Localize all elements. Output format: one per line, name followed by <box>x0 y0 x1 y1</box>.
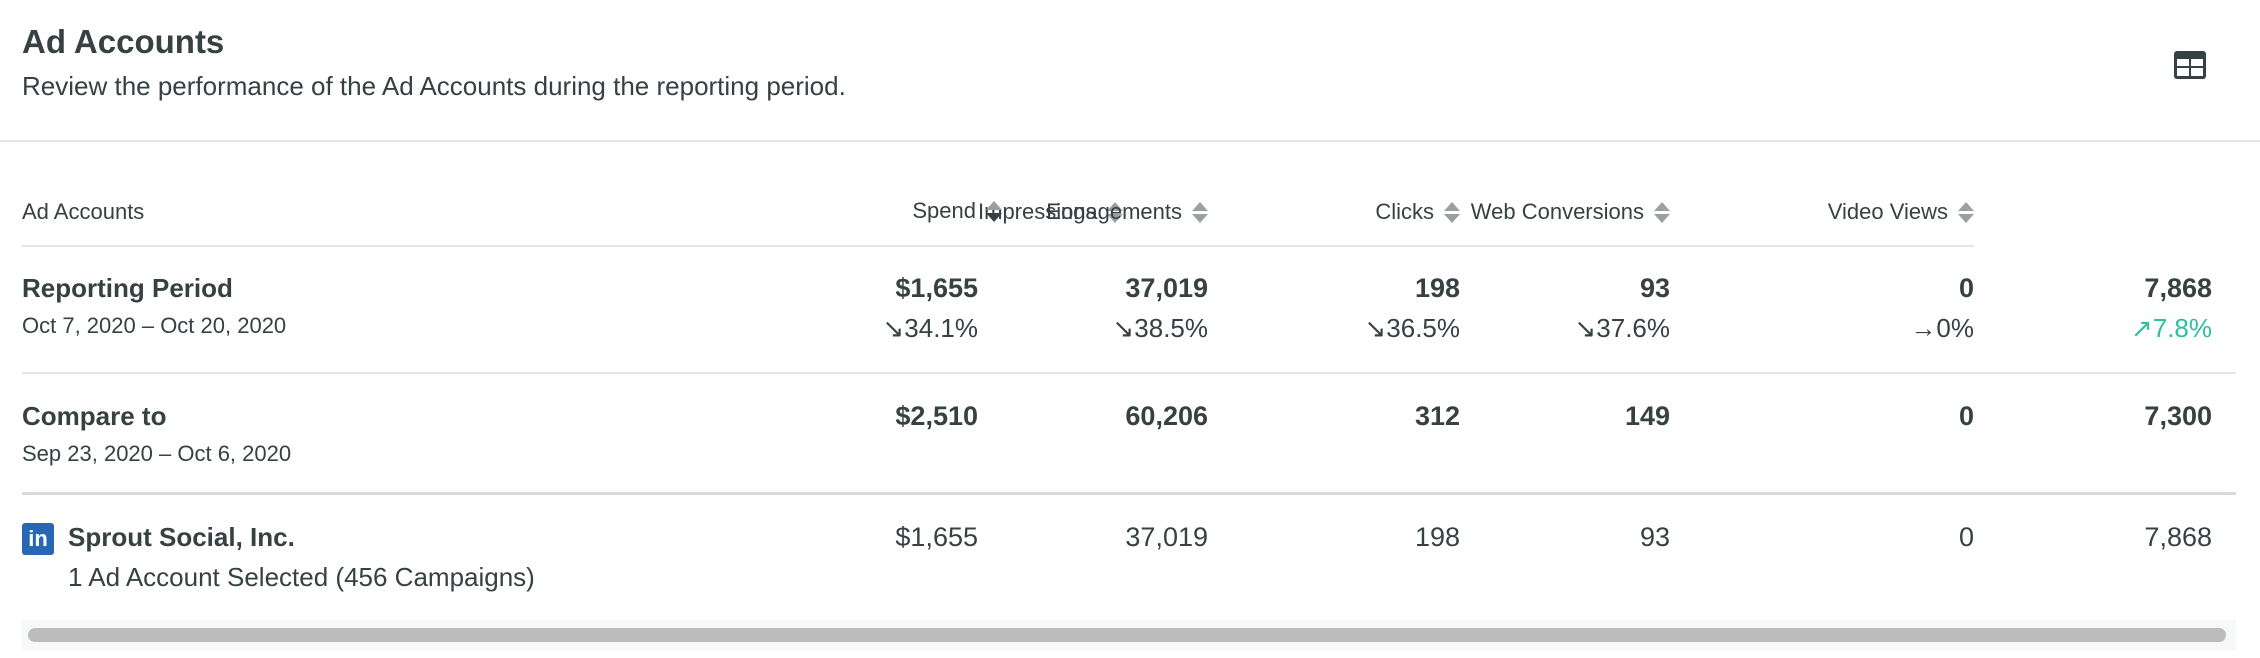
clicks-value: 93 <box>1639 521 1670 552</box>
video-views-value: 7,868 <box>2144 521 2212 552</box>
column-header-label: Clicks <box>1375 199 1434 224</box>
sort-icon[interactable] <box>1192 201 1208 223</box>
web-conversions-cell: 0 <box>1670 493 1974 622</box>
impressions-value: 37,019 <box>1125 521 1208 552</box>
column-header-label: Web Conversions <box>1470 199 1644 224</box>
impressions-cell: 60,206 <box>978 373 1208 495</box>
impressions-change: ↘38.5% <box>1112 313 1208 343</box>
spend-cell: $1,655 <box>895 521 978 553</box>
impressions-value: 37,019 <box>1125 273 1208 303</box>
spend-cell: $1,655 ↘34.1% <box>882 272 978 344</box>
column-header-web-conversions[interactable]: Web Conversions <box>1460 160 1670 247</box>
sort-icon[interactable] <box>986 200 1002 222</box>
linkedin-icon: in <box>22 522 54 555</box>
impressions-cell: 37,019 <box>978 493 1208 622</box>
video-views-cell: 7,868 <box>1974 493 2236 622</box>
card-title: Ad Accounts <box>22 23 225 60</box>
column-header-label: Spend <box>912 198 976 223</box>
card-header: Ad Accounts Review the performance of th… <box>22 22 846 102</box>
video-views-value: 7,300 <box>2144 401 2212 431</box>
clicks-cell: 149 <box>1460 373 1670 495</box>
column-header-label: Video Views <box>1827 199 1948 224</box>
column-header-label: Engagements <box>1046 199 1182 224</box>
sort-icon[interactable] <box>1444 201 1460 223</box>
spend-cell: $2,510 <box>895 400 978 432</box>
spend-value: $1,655 <box>895 273 978 303</box>
engagements-value: 198 <box>1414 521 1460 552</box>
impressions-value: 60,206 <box>1125 401 1208 431</box>
web-conversions-value: 0 <box>1958 521 1974 552</box>
ad-accounts-table: Ad Accounts Impressions Engagements <box>22 160 2236 247</box>
engagements-change: ↘36.5% <box>1364 313 1460 343</box>
clicks-value: 149 <box>1624 401 1670 431</box>
web-conversions-change: →0% <box>1910 313 1974 343</box>
sort-icon[interactable] <box>1958 201 1974 223</box>
video-views-cell: 7,868 ↗7.8% <box>1974 246 2236 374</box>
engagements-value: 198 <box>1414 273 1460 303</box>
sort-icon[interactable] <box>1654 201 1670 223</box>
account-detail: 1 Ad Account Selected (456 Campaigns) <box>68 561 535 592</box>
video-views-cell: 7,300 <box>1974 373 2236 495</box>
video-views-change: ↗7.8% <box>2130 313 2212 343</box>
compare-period-row: Compare to Sep 23, 2020 – Oct 6, 2020 $2… <box>22 373 2236 495</box>
column-header-spend[interactable]: Spend <box>912 198 1002 224</box>
video-views-value: 7,868 <box>2144 273 2212 303</box>
engagements-cell: 312 <box>1208 373 1460 495</box>
column-header-label: Ad Accounts <box>22 199 145 224</box>
column-header-clicks[interactable]: Clicks <box>1208 160 1460 247</box>
table-grid-icon[interactable] <box>2174 51 2206 79</box>
spend-value: $1,655 <box>895 521 978 552</box>
web-conversions-value: 0 <box>1958 273 1974 303</box>
clicks-cell: 93 ↘37.6% <box>1460 246 1670 374</box>
reporting-period-label: Reporting Period <box>22 273 233 303</box>
impressions-cell: 37,019 ↘38.5% <box>978 246 1208 374</box>
engagements-value: 312 <box>1414 401 1460 431</box>
engagements-cell: 198 <box>1208 493 1460 622</box>
spend-change: ↘34.1% <box>882 313 978 343</box>
account-name: Sprout Social, Inc. <box>68 521 295 552</box>
clicks-change: ↘37.6% <box>1574 313 1670 343</box>
clicks-value: 93 <box>1639 273 1670 303</box>
compare-period-dates: Sep 23, 2020 – Oct 6, 2020 <box>22 441 292 466</box>
horizontal-scrollbar-thumb[interactable] <box>28 628 2226 642</box>
card-subtitle: Review the performance of the Ad Account… <box>22 71 846 101</box>
engagements-cell: 198 ↘36.5% <box>1208 246 1460 374</box>
spend-value: $2,510 <box>895 401 978 431</box>
table-header-row: Ad Accounts Impressions Engagements <box>22 160 2236 247</box>
web-conversions-cell: 0 <box>1670 373 1974 495</box>
reporting-period-row: Reporting Period Oct 7, 2020 – Oct 20, 2… <box>22 246 2236 374</box>
compare-period-label: Compare to <box>22 401 167 431</box>
clicks-cell: 93 <box>1460 493 1670 622</box>
web-conversions-cell: 0 →0% <box>1670 246 1974 374</box>
reporting-period-dates: Oct 7, 2020 – Oct 20, 2020 <box>22 313 287 338</box>
header-divider <box>0 140 2260 142</box>
ad-accounts-table-body: Reporting Period Oct 7, 2020 – Oct 20, 2… <box>22 246 2236 622</box>
ad-account-row[interactable]: in Sprout Social, Inc. 1 Ad Account Sele… <box>22 493 2236 622</box>
column-header-ad-accounts: Ad Accounts <box>22 160 978 247</box>
column-header-video-views[interactable]: Video Views <box>1670 160 1974 247</box>
web-conversions-value: 0 <box>1958 401 1974 431</box>
column-header-engagements[interactable]: Engagements <box>978 160 1208 247</box>
